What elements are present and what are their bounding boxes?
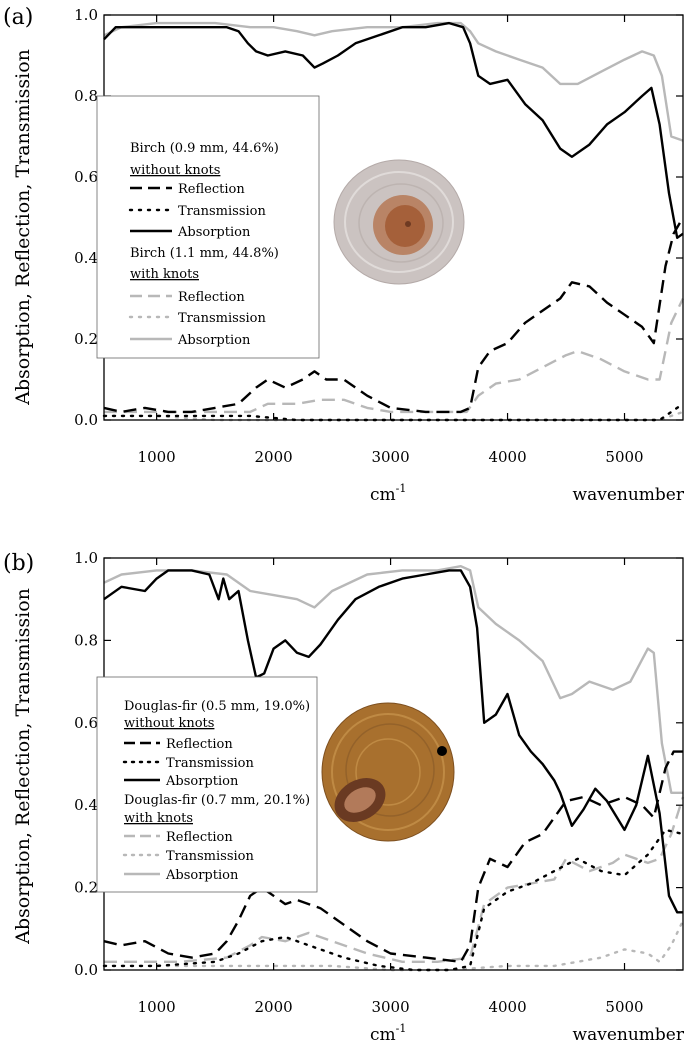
y-tick-label: 0.6 [74, 714, 98, 732]
y-tick-label: 0.8 [74, 631, 98, 649]
series-line-transmission-with-knots [102, 919, 685, 972]
series-line-absorption-with-knots [103, 565, 683, 794]
y-tick-label: 0.8 [74, 87, 98, 105]
legend-entry-label: Reflection [178, 290, 245, 305]
series-line-reflection-with-knots [104, 297, 685, 414]
y-tick-label: 0.0 [74, 961, 98, 979]
x-tick-label: 3000 [371, 998, 409, 1016]
legend-group1-subtitle: without knots [124, 716, 214, 731]
plot-area: 0.0 0.2 0.4 0.6 0.8 1.0 1000 2000 3000 4000 5000 [74, 6, 685, 466]
y-axis-label: Absorption, Reflection, Transmission [12, 49, 34, 406]
x-tick-label: 1000 [138, 998, 176, 1016]
series-line-reflection-without-knots [103, 216, 685, 414]
birch-wood-disc [333, 159, 465, 285]
legend-entry-label: Absorption [165, 774, 239, 789]
x-tick-label: 5000 [605, 448, 643, 466]
legend-group2-subtitle: with knots [130, 267, 199, 282]
series-line-absorption-without-knots [103, 569, 683, 914]
plot-area: 0.0 0.2 0.4 0.6 0.8 1.0 1000 2000 3000 4000 5000 [74, 549, 685, 1016]
legend-entry-label: Absorption [177, 333, 251, 348]
x-name-label: wavenumber [573, 1025, 685, 1045]
series-line-transmission-with-knots [102, 410, 685, 422]
panel-label: (a) [3, 5, 33, 30]
panel-b: (b) Absorption, Reflection, Transmission… [3, 549, 685, 1045]
legend-entry-label: Reflection [178, 182, 245, 197]
legend-box [96, 95, 320, 359]
legend-entry-label: Absorption [165, 868, 239, 883]
y-tick-label: 0.4 [74, 249, 98, 267]
y-axis-label: Absorption, Reflection, Transmission [12, 588, 34, 945]
y-tick-label: 1.0 [74, 6, 98, 24]
legend-group2-title: Douglas-fir (0.7 mm, 20.1%) [124, 793, 310, 808]
y-tick-label: 0.0 [74, 411, 98, 429]
x-tick-label: 2000 [255, 998, 293, 1016]
legend: Birch (0.9 mm, 44.6%) without knots Refl… [96, 95, 320, 359]
legend-entry-label: Absorption [177, 225, 251, 240]
legend-entry-label: Transmission [178, 204, 266, 219]
legend-group1-title: Douglas-fir (0.5 mm, 19.0%) [124, 699, 310, 714]
legend-entry-label: Transmission [166, 849, 254, 864]
legend-entry-label: Reflection [166, 737, 233, 752]
legend-entry-label: Reflection [166, 830, 233, 845]
x-tick-label: 4000 [488, 448, 526, 466]
legend-group2-title: Birch (1.1 mm, 44.8%) [130, 246, 279, 261]
y-tick-label: 0.4 [74, 796, 98, 814]
legend-group2-subtitle: with knots [124, 811, 193, 826]
series-line-reflection-with-knots [104, 796, 685, 963]
y-tick-label: 1.0 [74, 549, 98, 567]
legend-group1-subtitle: without knots [130, 163, 220, 178]
panel-label: (b) [3, 551, 34, 576]
x-tick-label: 2000 [255, 448, 293, 466]
series-line-absorption-without-knots [103, 21, 684, 239]
legend-entry-label: Transmission [166, 756, 254, 771]
x-tick-label: 4000 [488, 998, 526, 1016]
panel-a: (a) Absorption, Reflection, Transmission… [3, 5, 685, 505]
x-unit-label: cm-1 [370, 482, 406, 505]
y-tick-label: 0.2 [74, 879, 98, 897]
legend-entry-label: Transmission [178, 311, 266, 326]
x-tick-label: 3000 [371, 448, 409, 466]
series-line-absorption-with-knots [103, 21, 684, 142]
x-name-label: wavenumber [573, 485, 685, 505]
legend: Douglas-fir (0.5 mm, 19.0%) without knot… [96, 676, 318, 893]
x-unit-label: cm-1 [370, 1022, 406, 1045]
x-tick-label: 1000 [138, 448, 176, 466]
legend-group1-title: Birch (0.9 mm, 44.6%) [130, 141, 279, 156]
douglas-fir-wood-disc [321, 702, 455, 842]
y-tick-label: 0.2 [74, 330, 98, 348]
x-tick-label: 5000 [605, 998, 643, 1016]
y-tick-label: 0.6 [74, 168, 98, 186]
